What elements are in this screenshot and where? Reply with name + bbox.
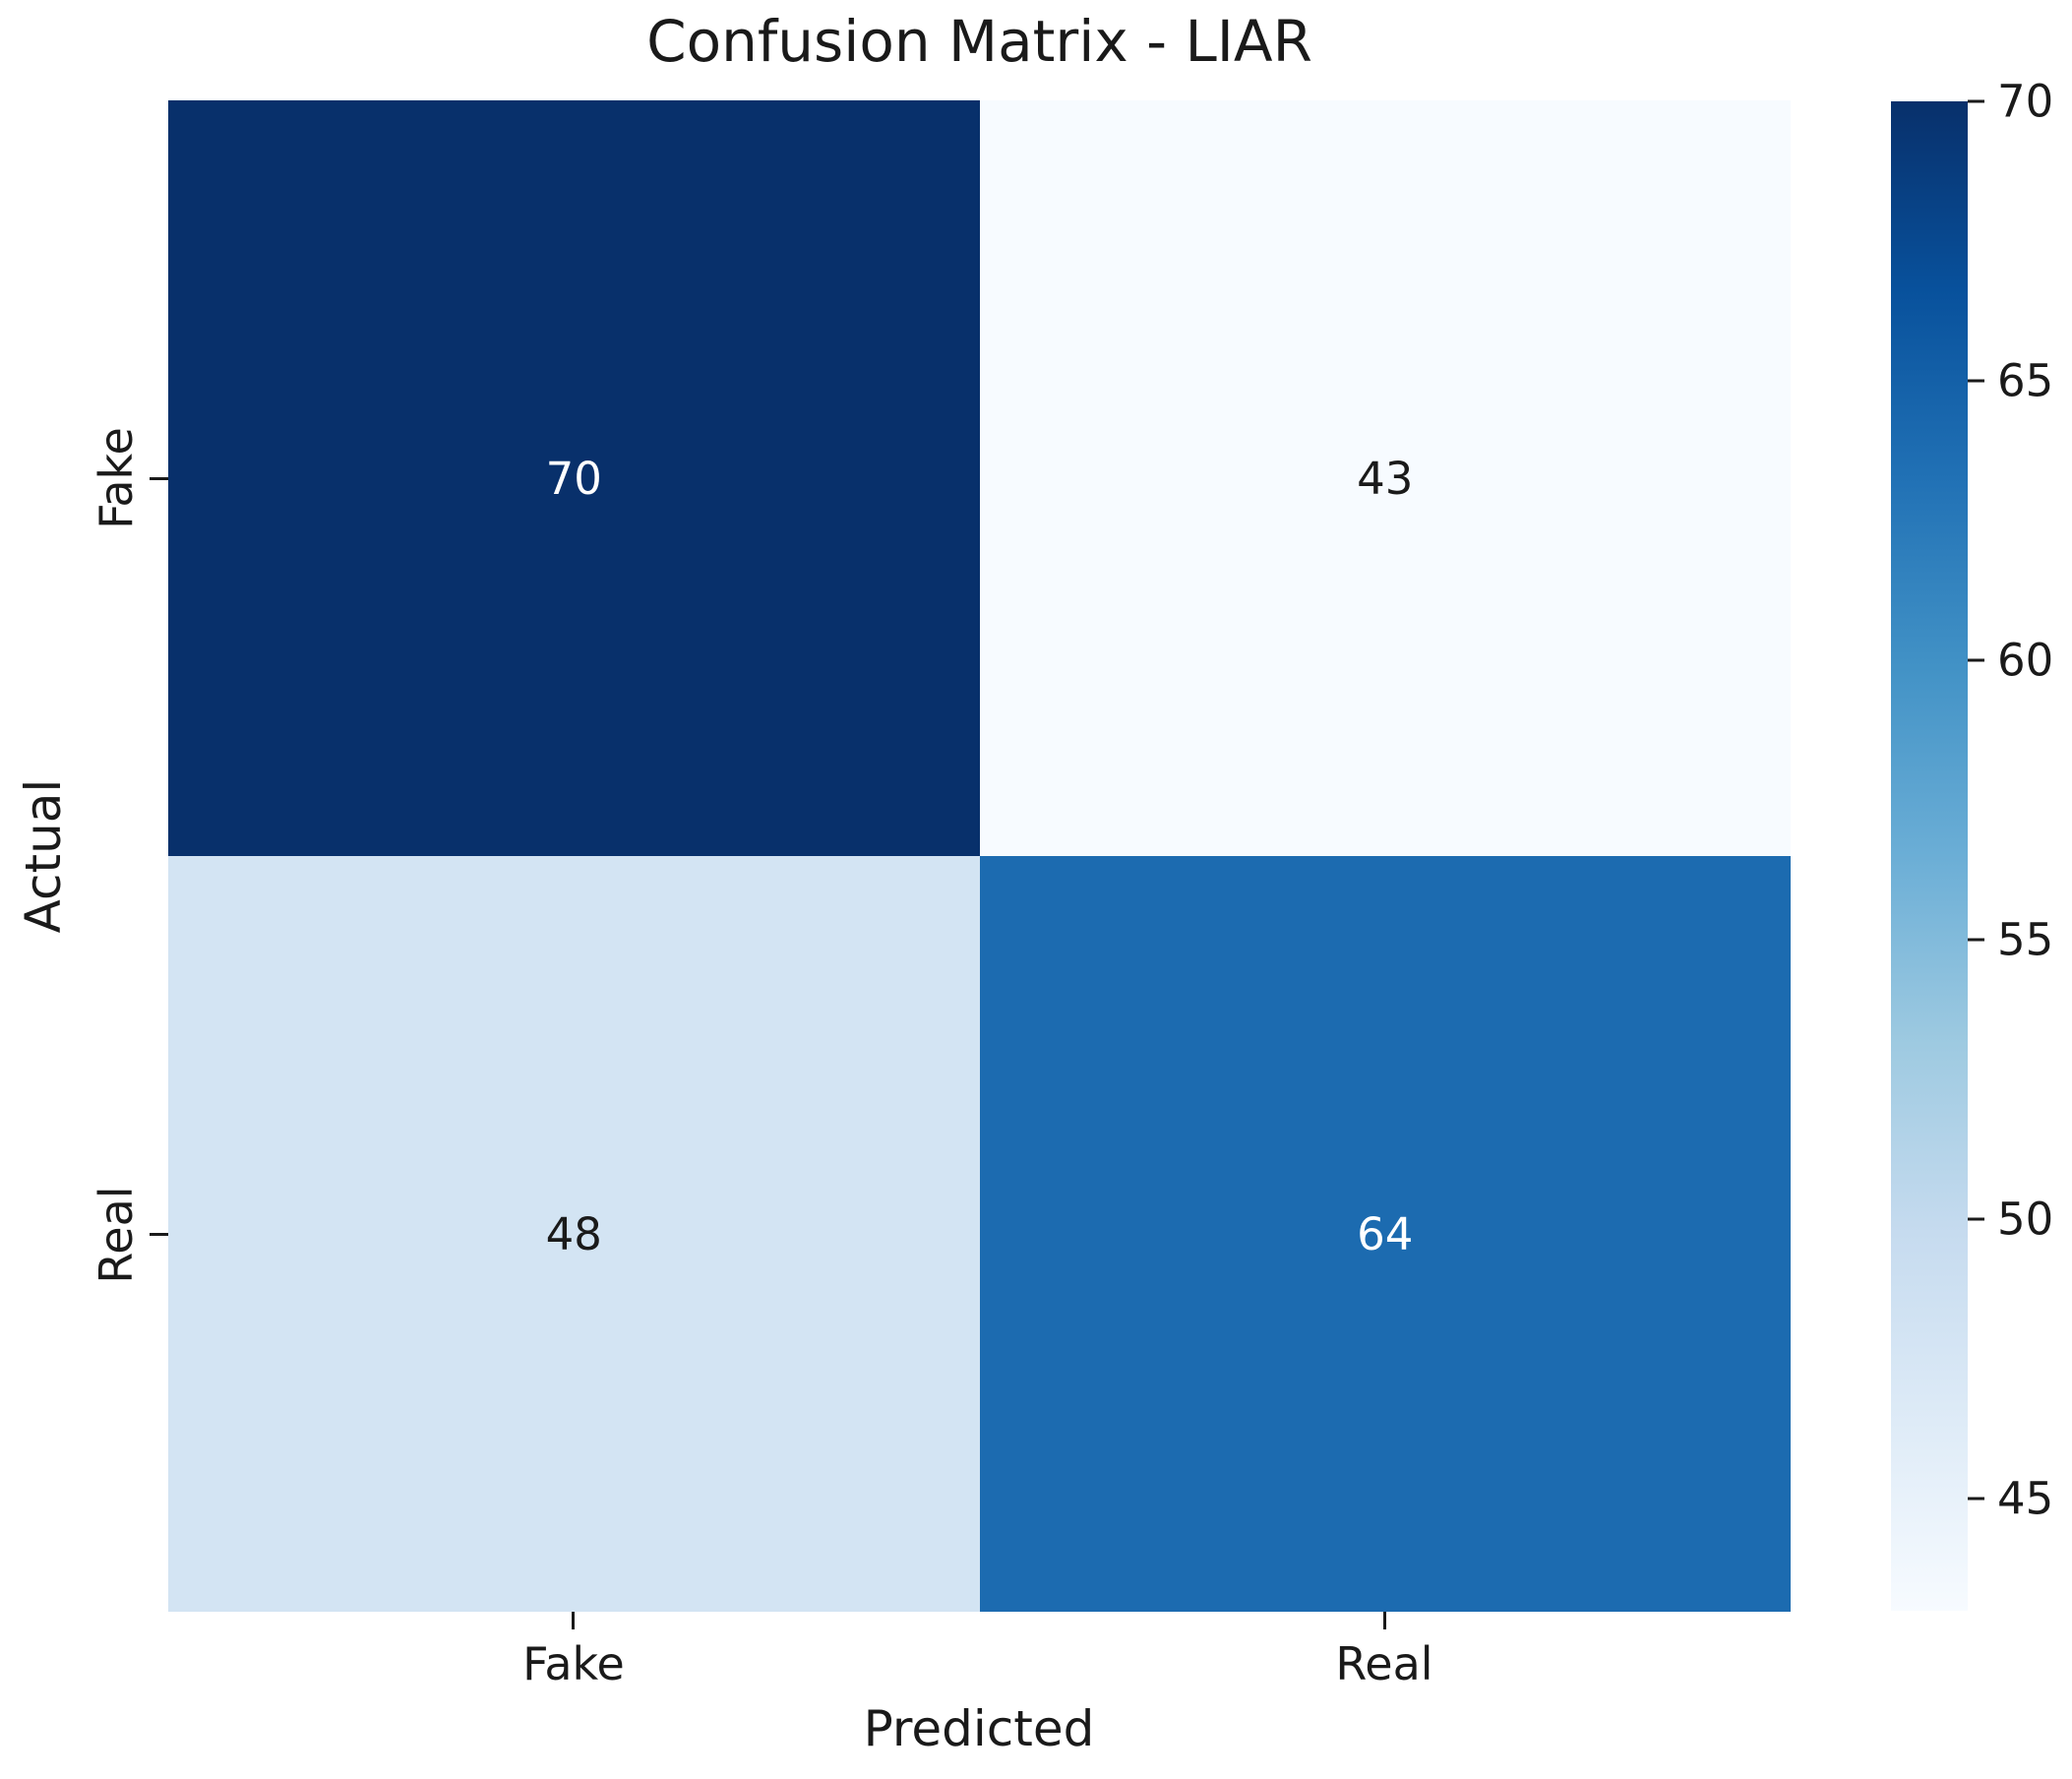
colorbar-tick-mark	[1968, 1497, 1984, 1501]
heatmap-cell-actual-fake-pred-real: 43	[979, 100, 1791, 856]
colorbar-tick-label: 50	[1997, 1193, 2054, 1246]
y-tick-label-fake: Fake	[90, 427, 143, 529]
x-tick-label-fake: Fake	[522, 1637, 625, 1690]
colorbar-tick-mark	[1968, 379, 1984, 383]
y-axis-label: Actual	[15, 778, 72, 934]
colorbar-tick-mark	[1968, 99, 1984, 103]
heatmap-cell-actual-fake-pred-fake: 70	[168, 100, 980, 856]
heatmap-cell-actual-real-pred-real: 64	[979, 856, 1791, 1612]
colorbar-tick-label: 60	[1997, 634, 2054, 687]
x-axis-label: Predicted	[863, 1700, 1095, 1757]
y-tick-mark-fake	[150, 477, 168, 480]
colorbar-tick-label: 70	[1997, 75, 2054, 128]
heatmap-grid: 70 43 48 64	[168, 100, 1791, 1612]
cell-value: 43	[1357, 452, 1414, 505]
colorbar-tick-label: 65	[1997, 354, 2054, 407]
colorbar-tick-label: 55	[1997, 913, 2054, 966]
cell-value: 70	[545, 452, 602, 505]
chart-title: Confusion Matrix - LIAR	[646, 8, 1312, 75]
colorbar-tick-label: 45	[1997, 1472, 2054, 1525]
x-tick-label-real: Real	[1335, 1637, 1433, 1690]
cell-value: 64	[1357, 1207, 1414, 1260]
x-tick-mark-real	[1383, 1612, 1386, 1629]
colorbar	[1891, 101, 1968, 1611]
cell-value: 48	[545, 1207, 602, 1260]
colorbar-tick-mark	[1968, 1217, 1984, 1221]
y-tick-label-real: Real	[90, 1186, 143, 1284]
y-tick-mark-real	[150, 1233, 168, 1236]
colorbar-tick-mark	[1968, 938, 1984, 942]
heatmap-cell-actual-real-pred-fake: 48	[168, 856, 980, 1612]
x-tick-mark-fake	[572, 1612, 575, 1629]
colorbar-tick-mark	[1968, 658, 1984, 662]
